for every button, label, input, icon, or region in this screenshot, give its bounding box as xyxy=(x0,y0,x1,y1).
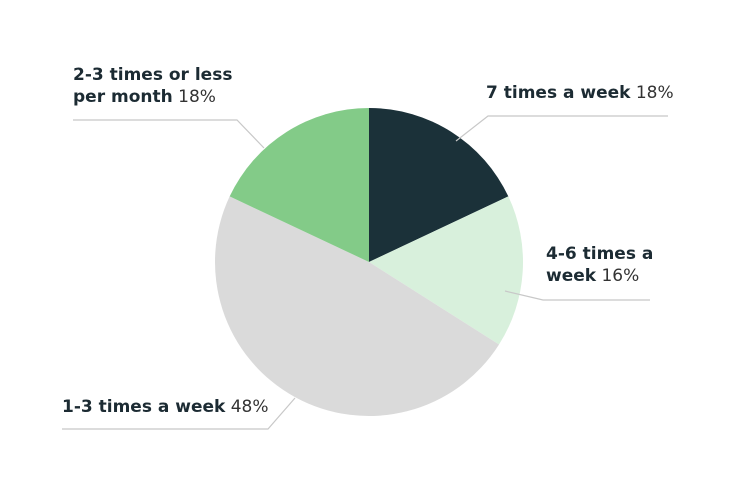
leader-line-7-times-a-week xyxy=(455,115,668,142)
leader-lines xyxy=(62,115,668,430)
label-4-6-times-a-week: 4-6 times a week 16% xyxy=(546,243,661,287)
slice-value-text: 18% xyxy=(635,83,674,103)
leader-line-4-6-times-a-week xyxy=(504,290,650,301)
label-7-times-a-week: 7 times a week 18% xyxy=(486,82,676,104)
leader-line-2-3-times-or-less-per-month xyxy=(73,119,265,149)
pie-slice-2-3-times-or-less-per-month xyxy=(229,108,369,262)
slice-label-text: 4-6 times a week xyxy=(546,244,654,286)
leader-line-1-3-times-a-week xyxy=(62,397,296,430)
slice-value-text: 16% xyxy=(601,266,640,286)
slice-label-text: 2-3 times or less per month xyxy=(73,65,233,107)
label-2-3-times-or-less-per-month: 2-3 times or less per month 18% xyxy=(73,64,263,108)
pie-slices xyxy=(214,108,524,417)
slice-label-text: 1-3 times a week xyxy=(62,397,226,417)
pie-slice-7-times-a-week xyxy=(369,108,509,262)
pie-slice-4-6-times-a-week xyxy=(369,196,524,345)
slice-label-text: 7 times a week xyxy=(486,83,631,103)
slice-value-text: 18% xyxy=(178,87,216,107)
slice-value-text: 48% xyxy=(230,397,269,417)
pie-slice-1-3-times-a-week xyxy=(214,196,500,417)
label-1-3-times-a-week: 1-3 times a week 48% xyxy=(62,396,282,418)
